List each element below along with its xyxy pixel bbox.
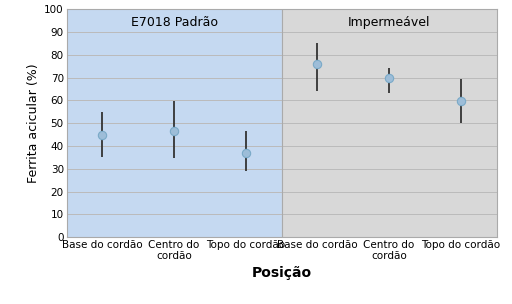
X-axis label: Posição: Posição — [251, 266, 312, 280]
Bar — [67, 9, 282, 237]
Bar — [282, 9, 497, 237]
Y-axis label: Ferrita acicular (%): Ferrita acicular (%) — [27, 63, 40, 183]
Text: E7018 Padrão: E7018 Padrão — [131, 16, 218, 29]
Text: Impermeável: Impermeável — [348, 16, 431, 29]
